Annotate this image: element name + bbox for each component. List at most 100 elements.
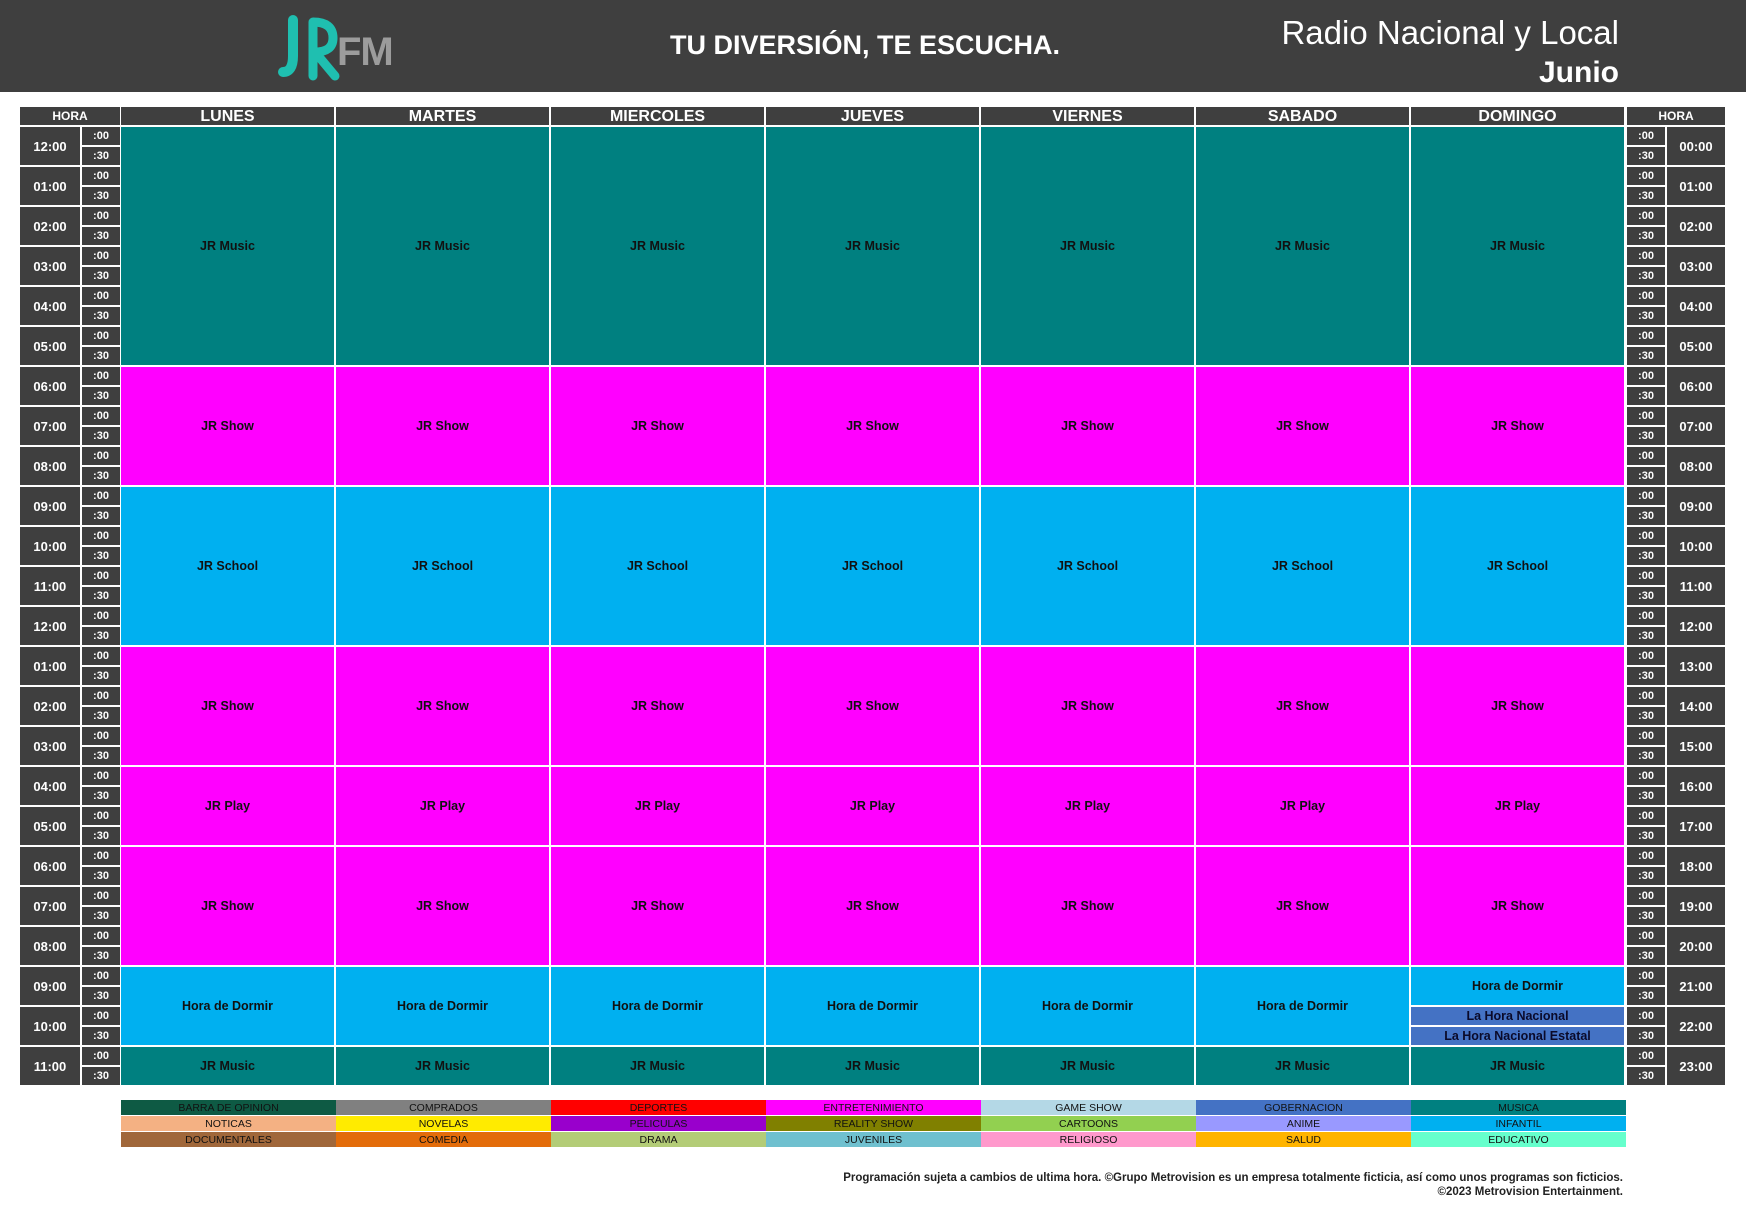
- legend-item: INFANTIL: [1411, 1116, 1626, 1131]
- program-block[interactable]: JR Music: [121, 1047, 334, 1085]
- minute-label-right: :30: [1627, 787, 1665, 805]
- legend-item: SALUD: [1196, 1132, 1411, 1147]
- program-block[interactable]: JR Music: [121, 127, 334, 365]
- program-block[interactable]: JR Show: [1411, 847, 1624, 965]
- program-block[interactable]: JR Play: [766, 767, 979, 845]
- program-block[interactable]: JR Music: [551, 127, 764, 365]
- program-block[interactable]: JR Play: [981, 767, 1194, 845]
- hour-label-right: 21:00: [1667, 967, 1725, 1005]
- minute-label-left: :30: [82, 627, 120, 645]
- program-block[interactable]: JR Music: [981, 1047, 1194, 1085]
- program-block[interactable]: JR Music: [336, 127, 549, 365]
- hour-label-right: 20:00: [1667, 927, 1725, 965]
- logo-fm-text: FM: [337, 30, 394, 74]
- minute-label-left: :00: [82, 1047, 120, 1065]
- minute-label-right: :00: [1627, 847, 1665, 865]
- hour-label-left: 07:00: [20, 887, 80, 925]
- program-block[interactable]: La Hora Nacional Estatal: [1411, 1027, 1624, 1045]
- program-block[interactable]: Hora de Dormir: [981, 967, 1194, 1045]
- minute-label-left: :30: [82, 307, 120, 325]
- program-block[interactable]: JR Play: [551, 767, 764, 845]
- minute-label-right: :00: [1627, 567, 1665, 585]
- program-block[interactable]: JR Music: [1196, 1047, 1409, 1085]
- hour-label-right: 19:00: [1667, 887, 1725, 925]
- program-block[interactable]: Hora de Dormir: [1411, 967, 1624, 1005]
- program-block[interactable]: JR Play: [336, 767, 549, 845]
- minute-label-right: :00: [1627, 807, 1665, 825]
- program-block[interactable]: JR School: [1411, 487, 1624, 645]
- program-block[interactable]: JR Music: [766, 127, 979, 365]
- program-block[interactable]: JR Show: [336, 647, 549, 765]
- program-block[interactable]: JR Show: [121, 367, 334, 485]
- minute-label-right: :00: [1627, 447, 1665, 465]
- program-block[interactable]: JR School: [336, 487, 549, 645]
- minute-label-left: :00: [82, 967, 120, 985]
- hour-label-left: 06:00: [20, 367, 80, 405]
- hour-label-right: 11:00: [1667, 567, 1725, 605]
- program-block[interactable]: JR Show: [766, 367, 979, 485]
- minute-label-right: :30: [1627, 187, 1665, 205]
- minute-label-right: :00: [1627, 927, 1665, 945]
- legend-item: GAME SHOW: [981, 1100, 1196, 1115]
- minute-label-left: :00: [82, 367, 120, 385]
- program-block[interactable]: JR Music: [1196, 127, 1409, 365]
- program-block[interactable]: JR Show: [1196, 367, 1409, 485]
- minute-label-right: :30: [1627, 707, 1665, 725]
- hour-label-right: 05:00: [1667, 327, 1725, 365]
- program-block[interactable]: JR Show: [1411, 647, 1624, 765]
- hour-label-left: 03:00: [20, 727, 80, 765]
- legend-item: GOBERNACION: [1196, 1100, 1411, 1115]
- program-block[interactable]: JR School: [1196, 487, 1409, 645]
- program-block[interactable]: JR Show: [551, 847, 764, 965]
- program-block[interactable]: JR Music: [981, 127, 1194, 365]
- program-block[interactable]: Hora de Dormir: [1196, 967, 1409, 1045]
- program-block[interactable]: JR Show: [1196, 847, 1409, 965]
- program-block[interactable]: JR Show: [336, 847, 549, 965]
- program-block[interactable]: JR Show: [551, 647, 764, 765]
- program-block[interactable]: JR Play: [1196, 767, 1409, 845]
- program-block[interactable]: JR Show: [981, 367, 1194, 485]
- program-block[interactable]: La Hora Nacional: [1411, 1007, 1624, 1025]
- program-block[interactable]: JR Music: [1411, 1047, 1624, 1085]
- program-block[interactable]: JR Show: [121, 647, 334, 765]
- program-block[interactable]: JR School: [551, 487, 764, 645]
- program-block[interactable]: JR Music: [1411, 127, 1624, 365]
- program-block[interactable]: Hora de Dormir: [121, 967, 334, 1045]
- minute-label-right: :30: [1627, 1067, 1665, 1085]
- program-block[interactable]: JR Show: [551, 367, 764, 485]
- minute-label-right: :30: [1627, 747, 1665, 765]
- program-block[interactable]: Hora de Dormir: [336, 967, 549, 1045]
- program-block[interactable]: JR Play: [1411, 767, 1624, 845]
- program-block[interactable]: Hora de Dormir: [551, 967, 764, 1045]
- minute-label-left: :30: [82, 347, 120, 365]
- program-block[interactable]: JR School: [766, 487, 979, 645]
- slogan: TU DIVERSIÓN, TE ESCUCHA.: [669, 30, 1061, 60]
- program-block[interactable]: JR School: [121, 487, 334, 645]
- program-block[interactable]: JR Show: [981, 847, 1194, 965]
- minute-label-right: :30: [1627, 667, 1665, 685]
- program-block[interactable]: JR School: [981, 487, 1194, 645]
- program-block[interactable]: JR Show: [1411, 367, 1624, 485]
- hour-label-right: 12:00: [1667, 607, 1725, 645]
- program-block[interactable]: JR Show: [766, 647, 979, 765]
- program-block[interactable]: JR Music: [766, 1047, 979, 1085]
- program-block[interactable]: JR Show: [981, 647, 1194, 765]
- day-header-jueves: JUEVES: [766, 107, 979, 125]
- hour-label-left: 02:00: [20, 207, 80, 245]
- minute-label-left: :30: [82, 227, 120, 245]
- minute-label-left: :00: [82, 887, 120, 905]
- program-block[interactable]: JR Play: [121, 767, 334, 845]
- hour-label-left: 08:00: [20, 447, 80, 485]
- program-block[interactable]: JR Show: [766, 847, 979, 965]
- program-block[interactable]: JR Music: [551, 1047, 764, 1085]
- day-header-miercoles: MIERCOLES: [551, 107, 764, 125]
- hour-label-right: 03:00: [1667, 247, 1725, 285]
- program-block[interactable]: Hora de Dormir: [766, 967, 979, 1045]
- hour-label-left: 01:00: [20, 167, 80, 205]
- program-block[interactable]: JR Show: [121, 847, 334, 965]
- program-block[interactable]: JR Show: [336, 367, 549, 485]
- program-block[interactable]: JR Show: [1196, 647, 1409, 765]
- minute-label-left: :30: [82, 267, 120, 285]
- program-block[interactable]: JR Music: [336, 1047, 549, 1085]
- minute-label-right: :30: [1627, 587, 1665, 605]
